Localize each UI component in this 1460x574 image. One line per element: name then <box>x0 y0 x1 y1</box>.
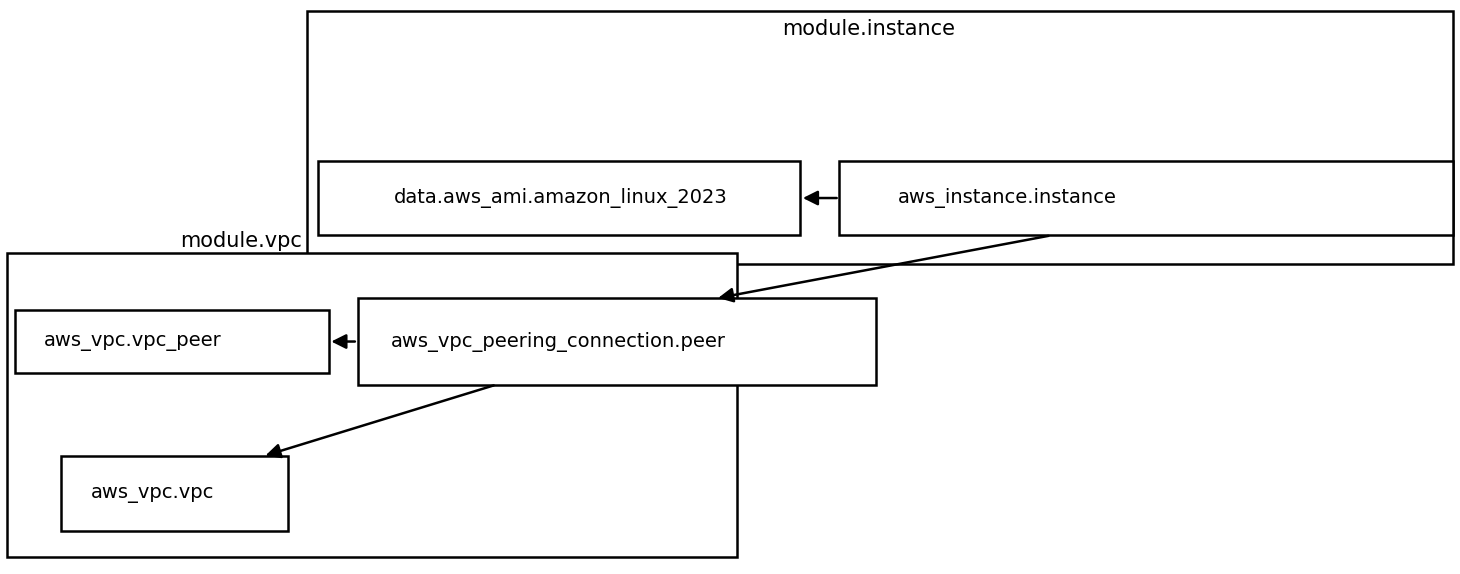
FancyBboxPatch shape <box>839 161 1453 235</box>
Text: data.aws_ami.amazon_linux_2023: data.aws_ami.amazon_linux_2023 <box>394 188 729 208</box>
Text: module.instance: module.instance <box>783 19 955 38</box>
Text: aws_vpc_peering_connection.peer: aws_vpc_peering_connection.peer <box>391 332 726 351</box>
FancyBboxPatch shape <box>358 298 876 385</box>
FancyBboxPatch shape <box>307 11 1453 264</box>
FancyBboxPatch shape <box>7 253 737 557</box>
FancyBboxPatch shape <box>15 310 328 373</box>
Text: aws_vpc.vpc_peer: aws_vpc.vpc_peer <box>44 332 222 351</box>
Text: aws_vpc.vpc: aws_vpc.vpc <box>91 484 215 503</box>
Text: aws_instance.instance: aws_instance.instance <box>898 188 1117 208</box>
FancyBboxPatch shape <box>61 456 288 531</box>
Text: module.vpc: module.vpc <box>180 231 302 251</box>
FancyBboxPatch shape <box>318 161 800 235</box>
